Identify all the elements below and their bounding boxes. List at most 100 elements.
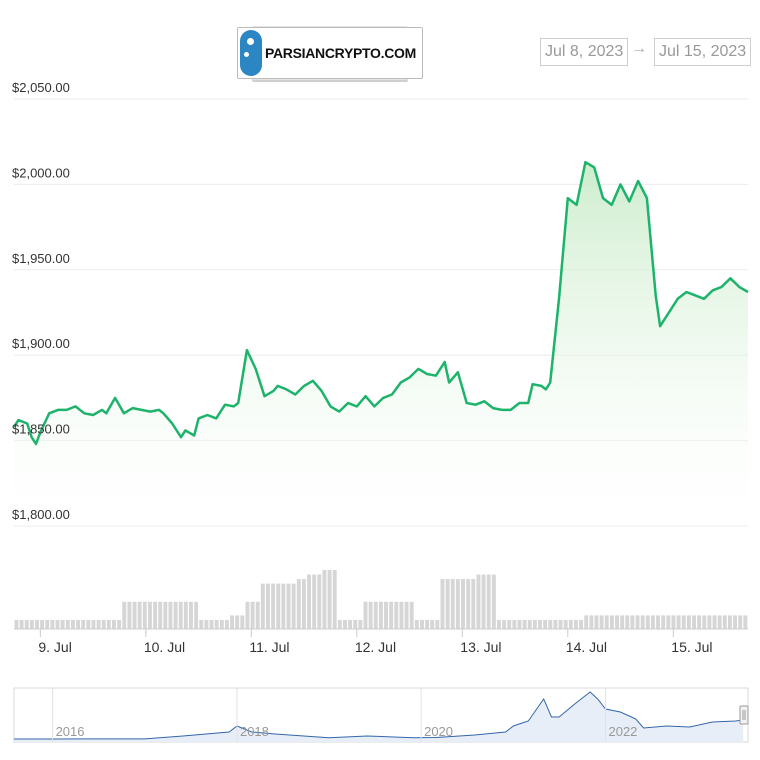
volume-bar	[296, 579, 301, 629]
volume-bar	[312, 574, 317, 629]
volume-bar	[630, 615, 635, 629]
volume-bar	[435, 619, 440, 629]
volume-bar	[389, 601, 394, 629]
volume-bar	[522, 619, 527, 629]
volume-bar	[240, 615, 245, 629]
volume-bar	[645, 615, 650, 629]
volume-bar	[620, 615, 625, 629]
volume-bar	[738, 615, 743, 629]
volume-bar	[245, 601, 250, 629]
volume-bar	[40, 619, 45, 629]
volume-bar	[697, 615, 702, 629]
volume-bar	[563, 619, 568, 629]
volume-bar	[353, 619, 358, 629]
volume-bar	[14, 619, 19, 629]
volume-bar	[50, 619, 55, 629]
volume-bar	[173, 601, 178, 629]
volume-bar	[214, 619, 219, 629]
volume-bar	[70, 619, 75, 629]
volume-bar	[235, 615, 240, 629]
volume-bar	[35, 619, 39, 629]
volume-bar	[532, 619, 537, 629]
price-line	[12, 160, 749, 446]
volume-bar	[599, 615, 604, 629]
volume-bar	[502, 619, 507, 629]
volume-bar	[276, 583, 281, 629]
volume-bar	[178, 601, 183, 629]
volume-bar	[625, 615, 630, 629]
volume-bar	[686, 615, 691, 629]
range-arrow-icon: →	[631, 40, 647, 57]
volume-bar	[219, 619, 224, 629]
volume-bar	[322, 570, 327, 629]
volume-bar	[327, 570, 332, 629]
volume-bar	[722, 615, 727, 629]
x-tick-label: 13. Jul	[460, 639, 501, 655]
volume-bar	[486, 574, 491, 629]
volume-bar	[430, 619, 435, 629]
navigator-handle[interactable]	[739, 705, 749, 725]
volume-bar	[112, 619, 116, 629]
price-area-fill	[14, 162, 748, 526]
volume-bar	[496, 619, 501, 629]
volume-bar	[307, 574, 312, 629]
range-from-input[interactable]: Jul 8, 2023	[540, 38, 629, 66]
volume-bar	[117, 619, 122, 629]
volume-bar	[594, 615, 599, 629]
volume-bar	[589, 615, 594, 629]
volume-bar	[635, 615, 640, 629]
volume-bar	[199, 619, 204, 629]
volume-bar	[301, 579, 306, 629]
volume-bar	[702, 615, 707, 629]
volume-bar	[271, 583, 276, 629]
y-tick-label: $2,050.00	[12, 80, 70, 95]
volume-bar	[163, 601, 168, 629]
volume-bar	[76, 619, 81, 629]
volume-bar	[548, 619, 553, 629]
volume-bar	[45, 619, 50, 629]
volume-bar	[204, 619, 209, 629]
volume-bar	[712, 615, 717, 629]
volume-bar	[158, 601, 163, 629]
volume-bar	[153, 601, 158, 629]
volume-bar	[224, 619, 229, 629]
volume-bar	[86, 619, 91, 629]
volume-bar	[707, 615, 712, 629]
volume-bar	[656, 615, 661, 629]
volume-bar	[455, 579, 460, 629]
volume-bar	[507, 619, 512, 629]
volume-bar	[260, 583, 265, 629]
volume-bar	[183, 601, 188, 629]
range-to-input[interactable]: Jul 15, 2023	[654, 38, 752, 66]
volume-bar	[358, 619, 363, 629]
volume-bar	[414, 619, 419, 629]
volume-bar	[91, 619, 96, 629]
x-tick-label: 14. Jul	[566, 639, 607, 655]
logo-badge-icon	[240, 30, 262, 76]
volume-bar	[609, 615, 614, 629]
volume-bar	[604, 615, 609, 629]
volume-bar	[266, 583, 270, 629]
x-tick-label: 12. Jul	[355, 639, 396, 655]
volume-bar	[692, 615, 696, 629]
navigator-year-label: 2016	[56, 724, 85, 739]
volume-bar	[491, 574, 496, 629]
x-tick-label: 11. Jul	[249, 639, 289, 655]
y-tick-label: $1,850.00	[12, 422, 70, 437]
volume-bar	[404, 601, 409, 629]
volume-bar	[558, 619, 563, 629]
volume-bar	[230, 615, 235, 629]
volume-bar	[250, 601, 255, 629]
navigator[interactable]: 2016 2018 2020 2022	[13, 687, 749, 743]
volume-bar	[281, 583, 286, 629]
volume-bar	[394, 601, 399, 629]
volume-bar	[481, 574, 486, 629]
volume-bar	[743, 615, 748, 629]
x-axis-ticks: 9. Jul 10. Jul 11. Jul 12. Jul 13. Jul 14. Ju…	[14, 628, 748, 655]
volume-bar	[512, 619, 517, 629]
logo-text: PARSIANCRYPTO.COM	[265, 45, 416, 61]
x-tick-label: 9. Jul	[38, 639, 71, 655]
y-axis-ticks: $1,800.00 $1,850.00 $1,900.00 $1,950.00 $2,0…	[12, 80, 70, 522]
volume-bars	[14, 570, 748, 629]
